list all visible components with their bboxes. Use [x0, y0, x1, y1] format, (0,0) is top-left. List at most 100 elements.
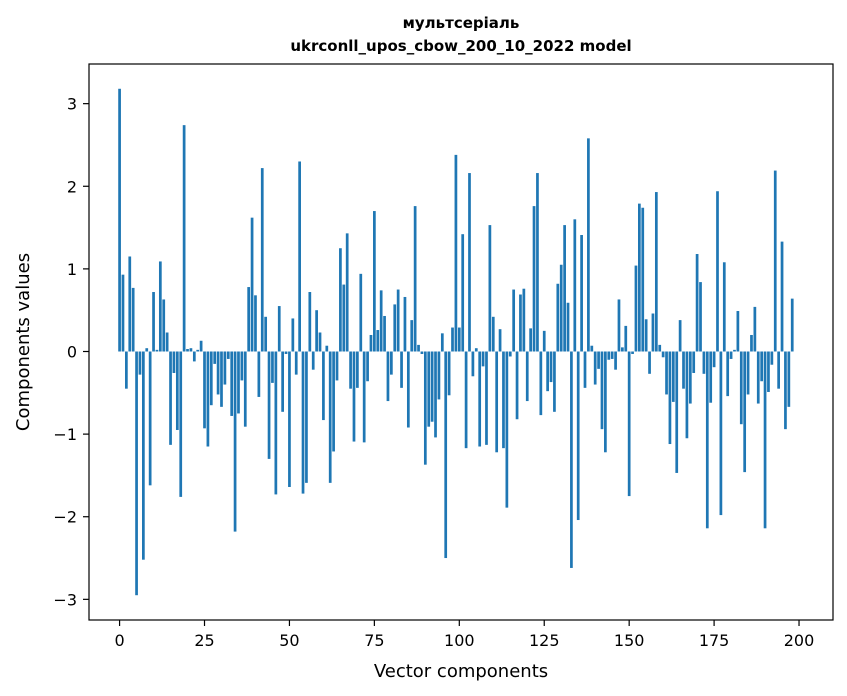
bar-132 — [566, 302, 570, 352]
bar-88 — [417, 344, 420, 352]
bar-177 — [719, 351, 723, 516]
bar-1 — [121, 274, 125, 352]
bar-84 — [403, 296, 407, 352]
bar-138 — [587, 138, 590, 352]
bar-72 — [362, 351, 366, 443]
bar-117 — [515, 351, 519, 420]
bar-64 — [335, 351, 339, 381]
bar-78 — [383, 315, 386, 352]
bar-11 — [155, 349, 159, 352]
bar-62 — [328, 351, 332, 483]
bar-120 — [525, 351, 529, 402]
bar-7 — [142, 351, 145, 560]
bar-134 — [573, 219, 577, 352]
bar-5 — [135, 351, 138, 596]
bar-122 — [532, 206, 536, 352]
bar-67 — [345, 233, 349, 352]
bar-38 — [247, 287, 251, 352]
bar-90 — [423, 351, 427, 465]
bar-136 — [580, 235, 583, 352]
bar-160 — [661, 351, 665, 358]
x-tick-label-75: 75 — [364, 631, 384, 650]
bar-118 — [519, 294, 522, 352]
y-tick-label-1: 1 — [67, 260, 77, 279]
x-tick-label-150: 150 — [614, 631, 645, 650]
bar-170 — [695, 254, 699, 352]
bar-26 — [206, 351, 210, 447]
bar-190 — [763, 351, 767, 529]
bar-79 — [386, 351, 390, 402]
bar-71 — [359, 273, 363, 352]
bar-195 — [780, 241, 784, 352]
bars-group — [118, 88, 794, 596]
bar-191 — [767, 351, 770, 392]
bar-82 — [396, 289, 400, 352]
bar-141 — [597, 351, 600, 369]
bar-129 — [556, 283, 560, 352]
bar-153 — [638, 203, 641, 352]
bar-94 — [437, 351, 441, 400]
bar-89 — [420, 351, 424, 354]
bar-133 — [570, 351, 573, 568]
bar-61 — [325, 345, 329, 352]
bar-104 — [471, 351, 475, 377]
bar-146 — [614, 351, 617, 370]
bar-162 — [668, 351, 672, 445]
bar-187 — [753, 306, 757, 352]
y-tick-label--2: −2 — [53, 508, 77, 527]
bar-59 — [318, 332, 322, 352]
bar-149 — [624, 325, 628, 352]
bar-3 — [128, 256, 132, 352]
bar-186 — [750, 334, 753, 352]
y-tick-label--3: −3 — [53, 590, 77, 609]
bar-51 — [291, 318, 295, 352]
bar-196 — [784, 351, 787, 430]
x-tick-label-200: 200 — [784, 631, 815, 650]
bar-28 — [213, 351, 217, 364]
bar-46 — [274, 351, 278, 495]
plot-frame — [88, 63, 834, 621]
bar-197 — [787, 351, 791, 407]
x-tick-label-175: 175 — [699, 631, 730, 650]
bar-165 — [678, 320, 682, 352]
bar-114 — [505, 351, 509, 508]
bar-20 — [186, 349, 189, 352]
bar-172 — [702, 351, 706, 374]
bar-91 — [427, 351, 431, 427]
bar-34 — [233, 351, 237, 532]
bar-192 — [770, 351, 774, 365]
bar-147 — [617, 299, 621, 352]
bar-110 — [491, 316, 495, 352]
chart-title-line-2: ukrconll_upos_cbow_200_10_2022 model — [290, 37, 631, 55]
bar-137 — [583, 351, 587, 388]
bar-76 — [376, 330, 380, 352]
bar-93 — [434, 351, 437, 438]
bar-36 — [240, 351, 244, 381]
bar-135 — [576, 351, 580, 521]
bar-123 — [536, 173, 539, 352]
bar-12 — [158, 261, 162, 352]
bar-112 — [498, 329, 502, 352]
bar-2 — [125, 351, 128, 389]
bar-164 — [675, 351, 679, 473]
bar-55 — [305, 351, 308, 483]
bar-179 — [726, 351, 730, 397]
bar-157 — [651, 313, 655, 352]
x-tick-label-50: 50 — [279, 631, 299, 650]
bar-143 — [604, 351, 607, 453]
bar-80 — [390, 351, 393, 375]
bar-40 — [254, 295, 257, 352]
y-tick-label-3: 3 — [67, 95, 77, 114]
bar-116 — [512, 289, 516, 352]
bar-96 — [444, 351, 448, 559]
bar-128 — [553, 351, 556, 412]
bar-41 — [257, 351, 261, 397]
bar-151 — [631, 351, 634, 354]
bar-25 — [203, 351, 206, 429]
bar-130 — [559, 264, 563, 352]
bar-18 — [179, 351, 183, 497]
bar-95 — [440, 333, 444, 352]
bar-185 — [746, 351, 750, 395]
bar-87 — [413, 206, 417, 352]
bar-15 — [169, 351, 172, 445]
